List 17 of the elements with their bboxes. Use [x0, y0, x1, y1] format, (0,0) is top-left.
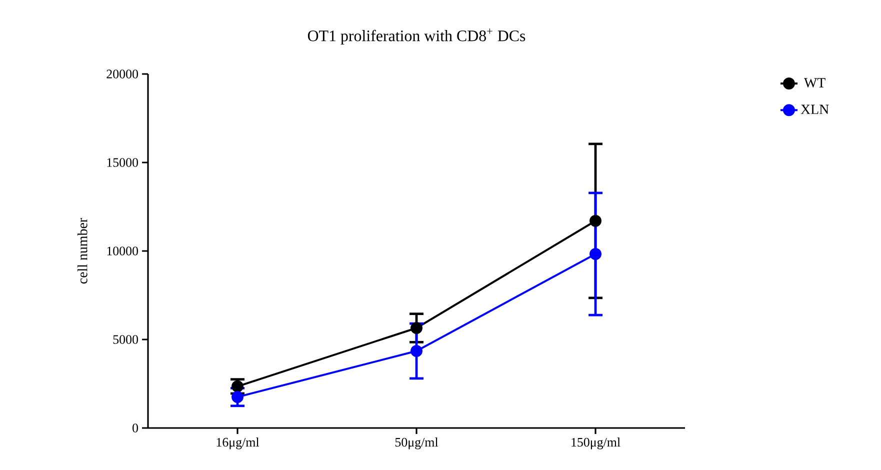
legend-label: XLN [800, 104, 829, 114]
x-tick-label: 50μg/ml [395, 438, 438, 450]
point [410, 322, 422, 334]
y-tick-label: 15000 [107, 158, 138, 167]
chart-title: OT1 proliferation with CD8$^{+}$ DCs [308, 28, 526, 44]
x-tick-label: 150μg/ml [572, 438, 620, 450]
y-axis-title: cell number [77, 218, 88, 284]
x-tick-label: 16μg/ml [216, 438, 260, 450]
point [590, 248, 602, 260]
point [590, 214, 602, 227]
y-tick-label: 0 [132, 424, 138, 432]
y-tick-label: 20000 [106, 70, 138, 78]
point [232, 391, 244, 404]
legend-label: WT [804, 78, 826, 88]
point [410, 345, 422, 357]
y-tick-label: 5000 [113, 335, 138, 344]
y-tick-label: 10000 [107, 246, 138, 256]
